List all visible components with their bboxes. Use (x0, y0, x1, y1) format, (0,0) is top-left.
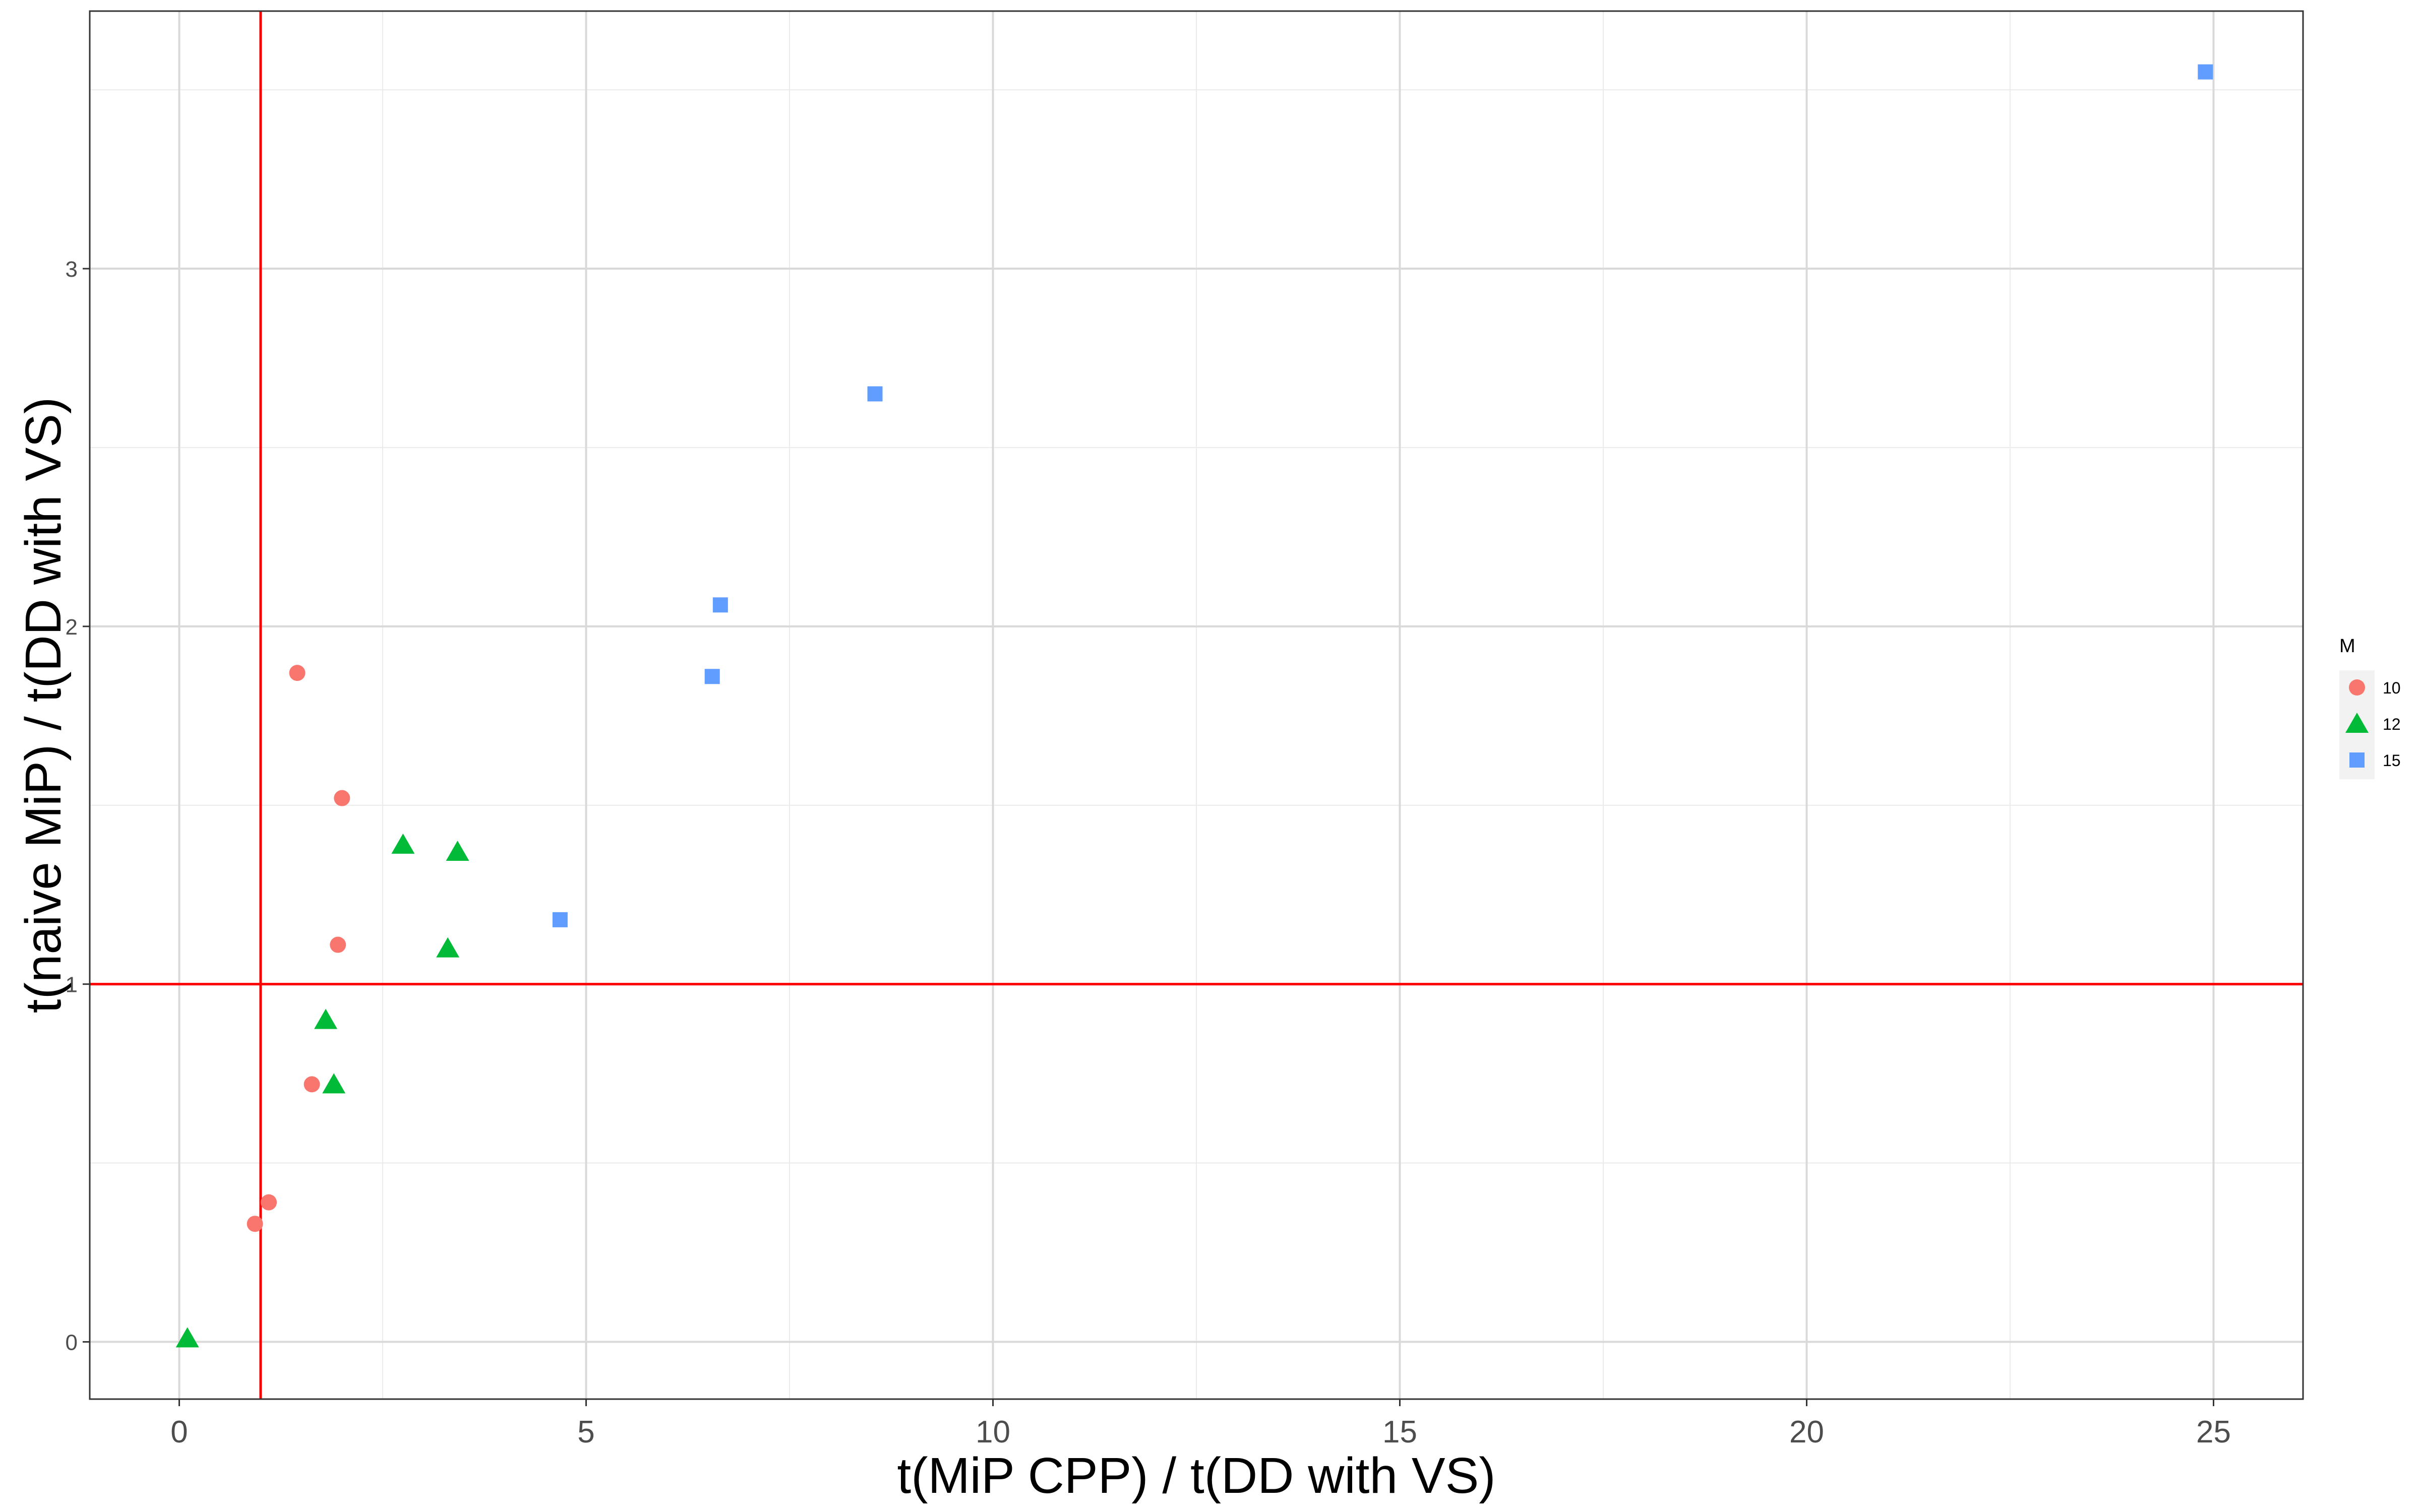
legend: M 10 12 15 (2339, 636, 2401, 779)
series-12 (175, 833, 469, 1348)
panel-border (89, 10, 2304, 1400)
data-point-m15 (867, 386, 883, 402)
data-point-m10 (334, 790, 350, 806)
legend-label-m10: 10 (2383, 679, 2401, 697)
data-point-m10 (261, 1194, 277, 1211)
data-point-m10 (247, 1216, 263, 1232)
legend-title: M (2339, 636, 2355, 657)
data-point-m12 (436, 937, 460, 958)
reference-lines (90, 11, 2303, 1399)
x-tick-label: 0 (170, 1415, 188, 1450)
data-point-m12 (175, 1327, 199, 1348)
legend-label-m15: 15 (2383, 751, 2401, 770)
axes: 0 5 10 15 20 25 0 1 2 3 (66, 257, 2231, 1450)
x-tick-label: 25 (2196, 1415, 2231, 1450)
y-tick-label: 0 (66, 1330, 78, 1355)
legend-label-m12: 12 (2383, 715, 2401, 733)
legend-items: 10 12 15 (2345, 679, 2401, 770)
legend-key-m15 (2349, 752, 2365, 768)
data-point-m15 (2198, 64, 2213, 80)
x-tick-label: 15 (1382, 1415, 1417, 1450)
data-point-m15 (704, 669, 720, 684)
data-point-m10 (289, 665, 306, 681)
series-15 (552, 64, 2213, 927)
data-point-m12 (322, 1073, 346, 1094)
data-points (175, 64, 2213, 1348)
x-tick-label: 10 (976, 1415, 1010, 1450)
data-point-m12 (314, 1009, 338, 1029)
y-tick-label: 3 (66, 257, 78, 282)
data-point-m12 (391, 833, 415, 854)
data-point-m10 (330, 936, 346, 953)
data-point-m15 (552, 912, 568, 927)
y-axis-title: t(naive MiP) / t(DD with VS) (15, 397, 72, 1013)
x-tick-label: 5 (577, 1415, 594, 1450)
y-tick-label: 1 (66, 973, 78, 997)
legend-key-m12 (2345, 713, 2369, 733)
data-point-m15 (712, 597, 728, 613)
series-10 (247, 665, 350, 1232)
data-point-m10 (304, 1076, 320, 1093)
x-tick-label: 20 (1789, 1415, 1824, 1450)
data-point-m12 (446, 841, 469, 861)
legend-key-m10 (2349, 679, 2365, 696)
x-axis-title: t(MiP CPP) / t(DD with VS) (897, 1447, 1495, 1504)
y-tick-label: 2 (66, 615, 78, 640)
